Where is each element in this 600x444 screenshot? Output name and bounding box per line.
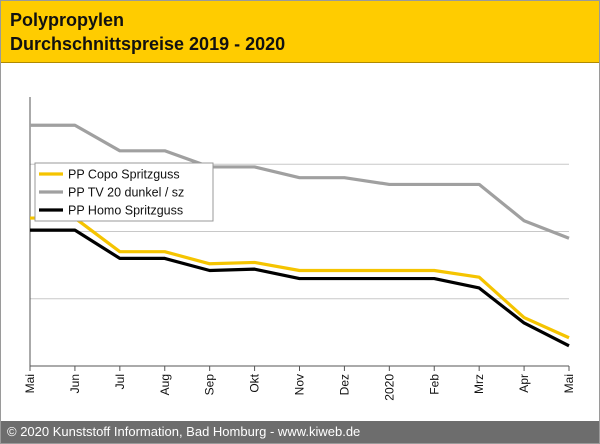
x-tick-label-11: Apr [517,374,531,393]
copyright-text: © 2020 Kunststoff Information, Bad Hombu… [7,424,361,439]
legend-label-1: PP TV 20 dunkel / sz [68,186,184,200]
x-tick-label-8: 2020 [382,374,396,401]
chart-area: Mai Jun Jul Aug Sep Okt Nov Dez 2020 Feb Mrz Apr Mai… [1,63,599,420]
series-line-2 [30,228,570,348]
title-line-2: Durchschnittspreise 2019 - 2020 [10,34,286,54]
x-tick-label-6: Nov [293,374,307,395]
x-tick-label-9: Feb [427,374,441,395]
x-tick-label-12: Mai [562,374,576,393]
chart-title: Polypropylen Durchschnittspreise 2019 - … [10,8,285,56]
series-line-1 [30,123,570,240]
series-line-0 [30,216,570,340]
header-band: Polypropylen Durchschnittspreise 2019 - … [1,1,599,63]
x-tick-label-0: Mai [23,374,37,393]
footer-band: © 2020 Kunststoff Information, Bad Hombu… [1,421,599,443]
legend-box [34,162,214,222]
x-tick-label-7: Dez [337,374,351,395]
x-tick-label-3: Aug [158,374,172,395]
x-tick-label-5: Okt [248,373,262,392]
x-tick-label-10: Mrz [472,374,486,394]
title-line-1: Polypropylen [10,10,125,30]
legend-label-0: PP Copo Spritzguss [68,168,180,182]
x-tick-label-4: Sep [203,374,217,396]
x-tick-label-1: Jun [68,374,82,393]
line-chart: Mai Jun Jul Aug Sep Okt Nov Dez 2020 Feb Mrz Apr Mai… [23,97,576,401]
x-tick-label-2: Jul [113,374,127,389]
legend-label-2: PP Homo Spritzguss [68,204,183,218]
